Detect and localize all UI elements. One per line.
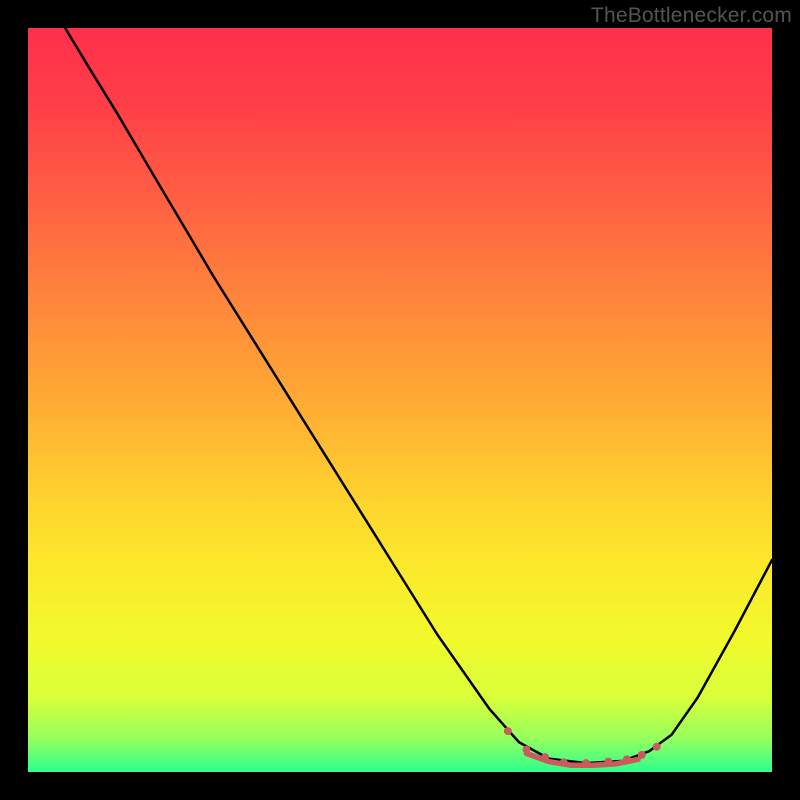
optimal-range-marker <box>638 751 646 759</box>
optimal-range-marker <box>504 727 512 735</box>
optimal-range-marker <box>653 743 661 751</box>
bottleneck-chart <box>28 28 772 772</box>
chart-frame <box>28 28 772 772</box>
optimal-range-marker <box>604 758 612 766</box>
watermark-text: TheBottlenecker.com <box>591 4 792 28</box>
optimal-range-marker <box>522 746 530 754</box>
optimal-range-marker <box>560 758 568 766</box>
chart-inner <box>28 28 772 772</box>
chart-background <box>28 28 772 772</box>
optimal-range-marker <box>541 753 549 761</box>
optimal-range-marker <box>623 755 631 763</box>
optimal-range-marker <box>582 759 590 767</box>
